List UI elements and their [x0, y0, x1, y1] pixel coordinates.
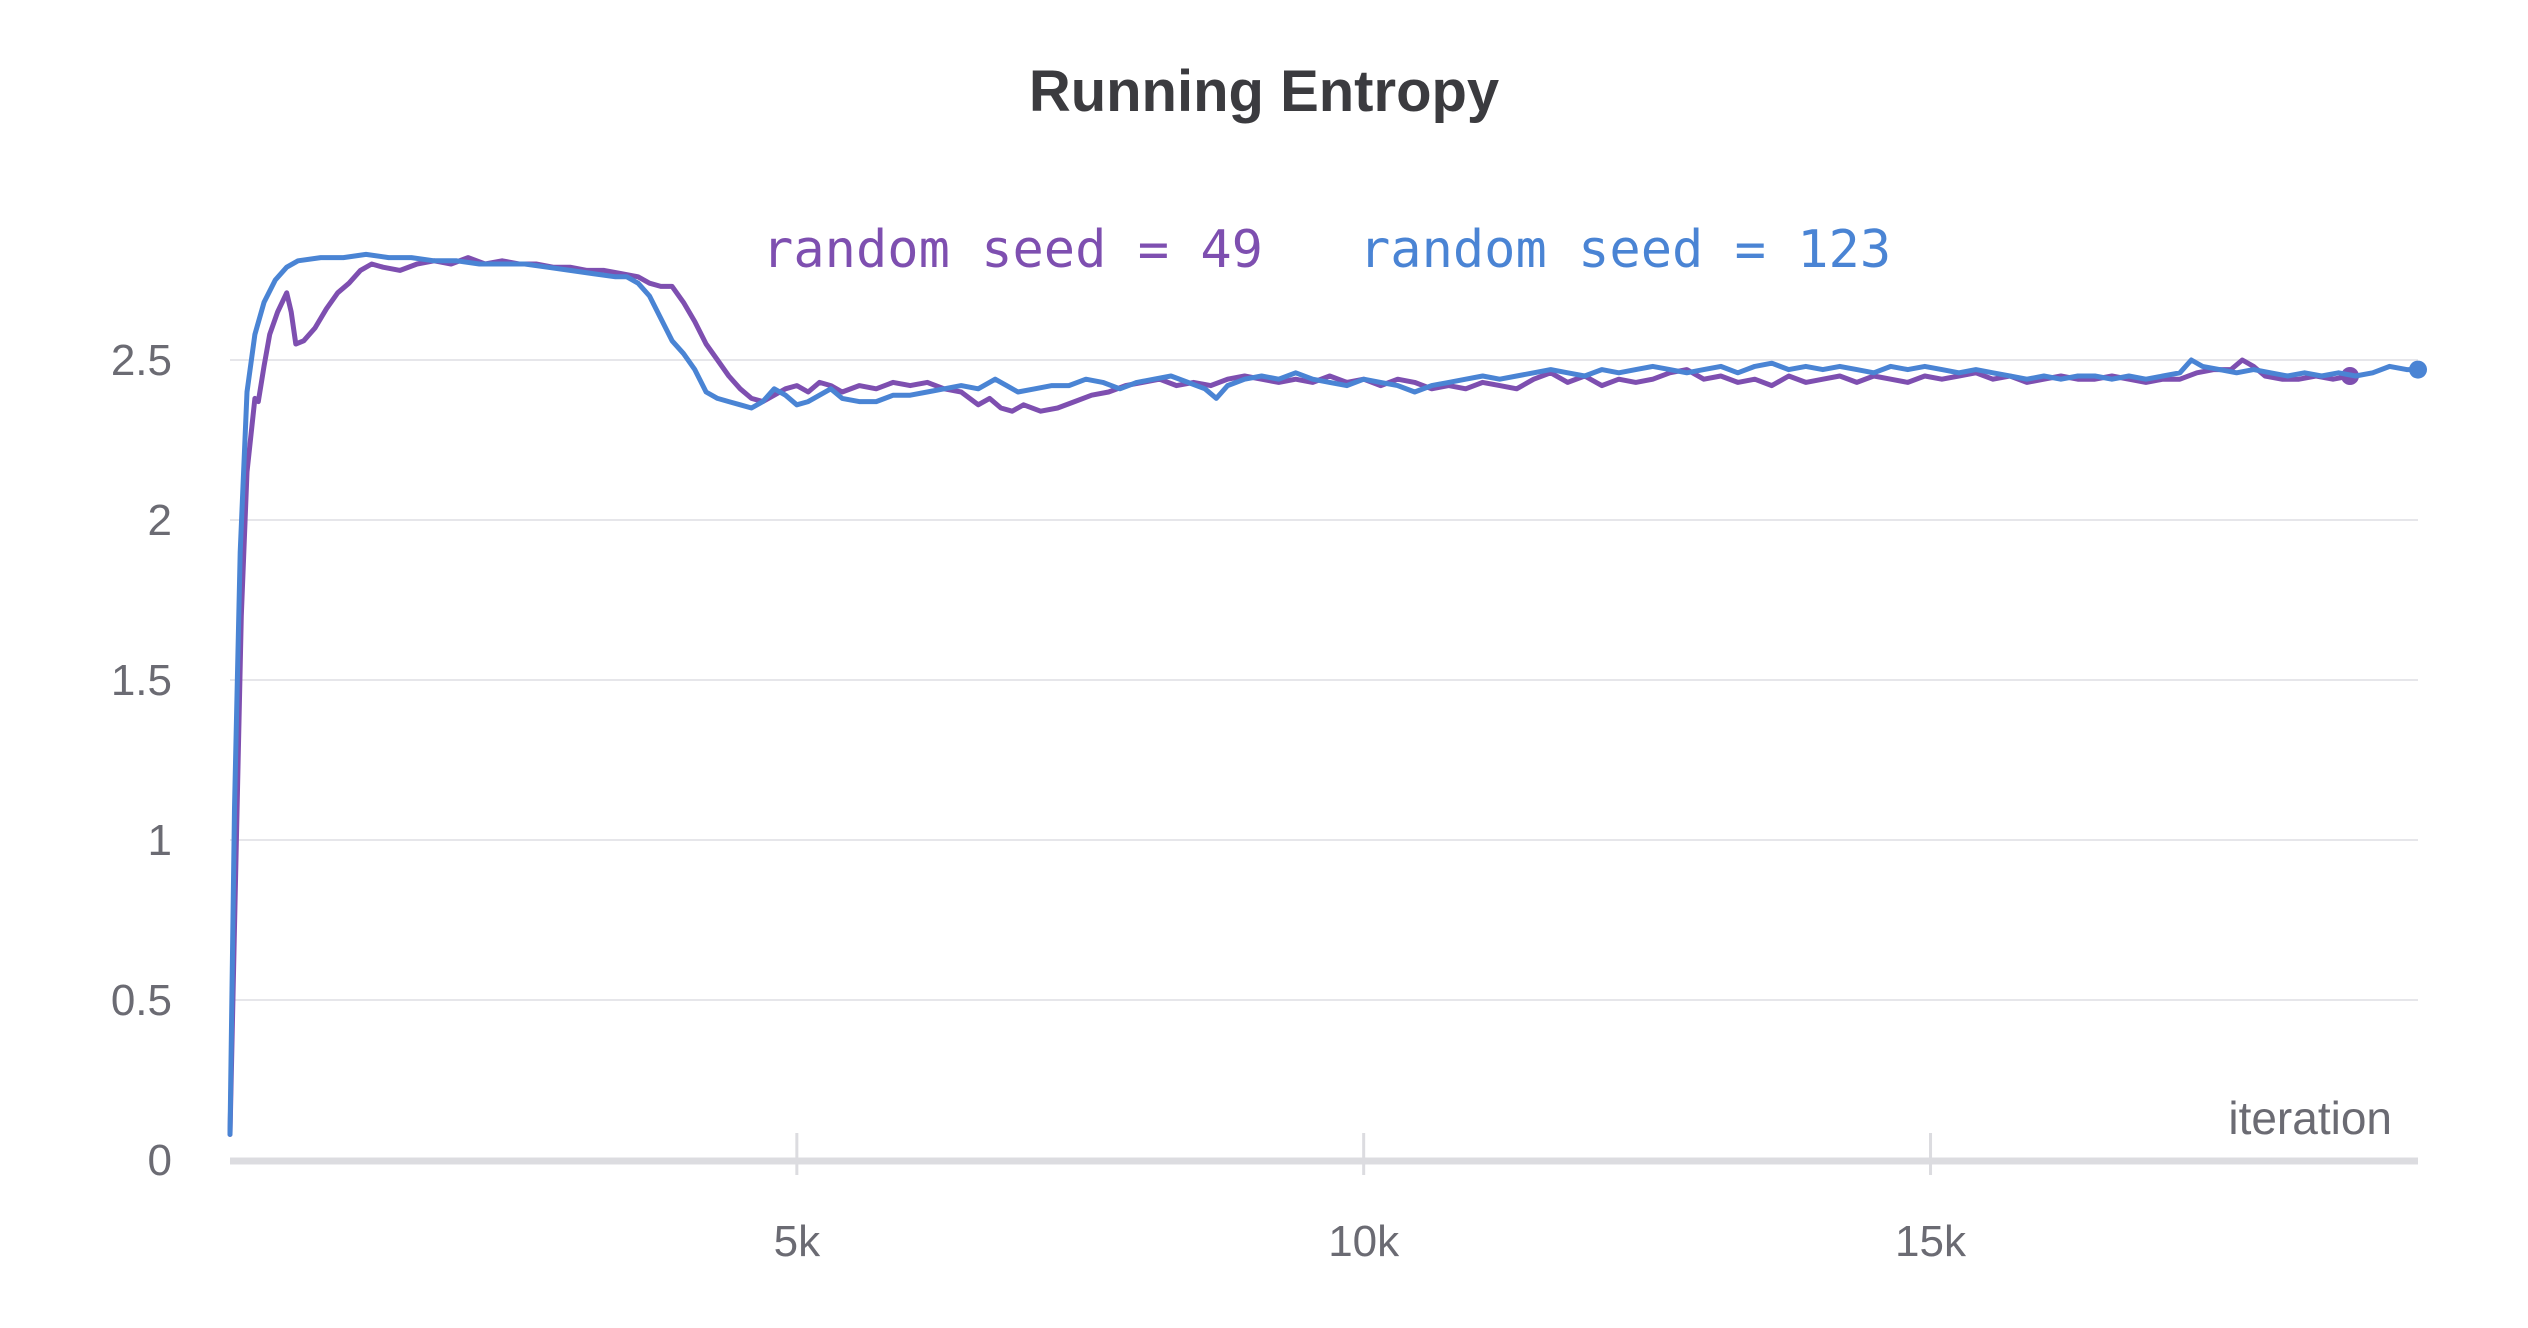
- legend: random seed = 49 random seed = 123: [0, 160, 2528, 340]
- y-tick-label: 0: [148, 1136, 172, 1185]
- x-tick-label: 10k: [1328, 1217, 1400, 1266]
- y-tick-label: 2: [148, 496, 172, 545]
- chart-title: Running Entropy: [1028, 59, 1500, 124]
- series-line-1: [227, 251, 2421, 1137]
- legend-item-seed-49[interactable]: random seed = 49: [762, 220, 1263, 280]
- x-tick-label: 5k: [774, 1217, 821, 1266]
- legend-item-seed-123[interactable]: random seed = 123: [1358, 220, 1892, 280]
- y-tick-label: 1.5: [111, 656, 172, 705]
- series-endpoint-1: [2409, 360, 2427, 379]
- y-tick-label: 2.5: [111, 336, 172, 385]
- x-tick-label: 15k: [1895, 1217, 1967, 1266]
- series-line-0: [227, 255, 2353, 1137]
- x-axis-title: iteration: [2228, 1092, 2392, 1144]
- y-tick-label: 0.5: [111, 976, 172, 1025]
- y-tick-label: 1: [148, 816, 172, 865]
